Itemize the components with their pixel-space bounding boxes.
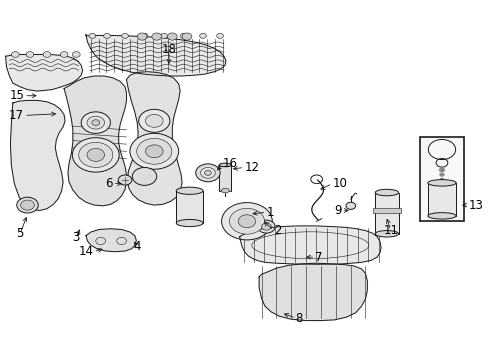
Text: 12: 12 [244,161,259,174]
Circle shape [141,33,148,39]
Circle shape [439,173,444,176]
Circle shape [152,33,161,40]
Circle shape [103,33,110,39]
Bar [374,193,398,234]
Circle shape [439,178,443,181]
Polygon shape [239,226,380,264]
Ellipse shape [176,187,203,194]
Text: 8: 8 [295,311,303,325]
Circle shape [229,208,264,234]
Circle shape [257,220,275,233]
Text: 9: 9 [334,204,341,217]
Circle shape [72,138,119,172]
Circle shape [130,134,178,169]
Circle shape [118,175,132,185]
Circle shape [167,33,177,40]
Ellipse shape [374,189,398,196]
Circle shape [89,33,96,39]
Circle shape [72,51,80,57]
Circle shape [145,145,163,158]
Ellipse shape [427,180,455,186]
Circle shape [182,33,191,40]
Text: 2: 2 [273,224,281,237]
Text: 17: 17 [9,109,24,122]
Ellipse shape [176,220,203,226]
Circle shape [81,112,110,134]
Circle shape [20,200,34,210]
Ellipse shape [374,230,398,237]
Circle shape [87,116,104,129]
Circle shape [345,202,355,210]
Circle shape [195,164,220,182]
Circle shape [92,120,100,126]
Circle shape [137,138,171,164]
Polygon shape [5,54,82,91]
Text: 6: 6 [105,177,113,190]
Text: 1: 1 [266,206,273,219]
Circle shape [87,148,104,161]
Circle shape [438,168,444,172]
Circle shape [261,223,271,230]
Circle shape [200,167,215,178]
Text: 14: 14 [78,245,93,258]
Circle shape [221,203,272,240]
Polygon shape [86,35,225,76]
Circle shape [17,197,38,213]
Circle shape [132,167,157,185]
Polygon shape [221,189,229,193]
Bar [372,208,400,213]
Text: 5: 5 [17,227,24,240]
Text: 11: 11 [383,224,397,237]
Bar [419,137,463,221]
Circle shape [122,33,128,39]
Circle shape [79,142,113,167]
Circle shape [204,170,211,175]
Polygon shape [10,100,65,211]
Bar [219,165,231,191]
Text: 10: 10 [331,177,346,190]
Polygon shape [64,76,126,206]
Text: 3: 3 [72,231,80,244]
Circle shape [216,33,223,39]
Circle shape [139,109,169,132]
Text: 13: 13 [468,199,483,212]
Ellipse shape [427,213,455,219]
Bar [176,191,203,223]
Circle shape [199,33,206,39]
Circle shape [43,51,51,57]
Circle shape [238,215,255,228]
Circle shape [26,51,34,57]
Circle shape [60,51,68,57]
Circle shape [160,33,167,39]
Circle shape [11,51,19,57]
Ellipse shape [219,163,231,167]
Circle shape [137,33,147,40]
Circle shape [180,33,186,39]
Polygon shape [126,72,182,205]
Text: 4: 4 [133,240,141,253]
Circle shape [145,114,163,127]
Bar [427,183,455,216]
Polygon shape [86,229,136,252]
Polygon shape [259,263,366,320]
Text: 15: 15 [9,89,24,102]
Text: 16: 16 [222,157,237,170]
Text: 18: 18 [161,42,176,55]
Text: 7: 7 [315,251,322,264]
